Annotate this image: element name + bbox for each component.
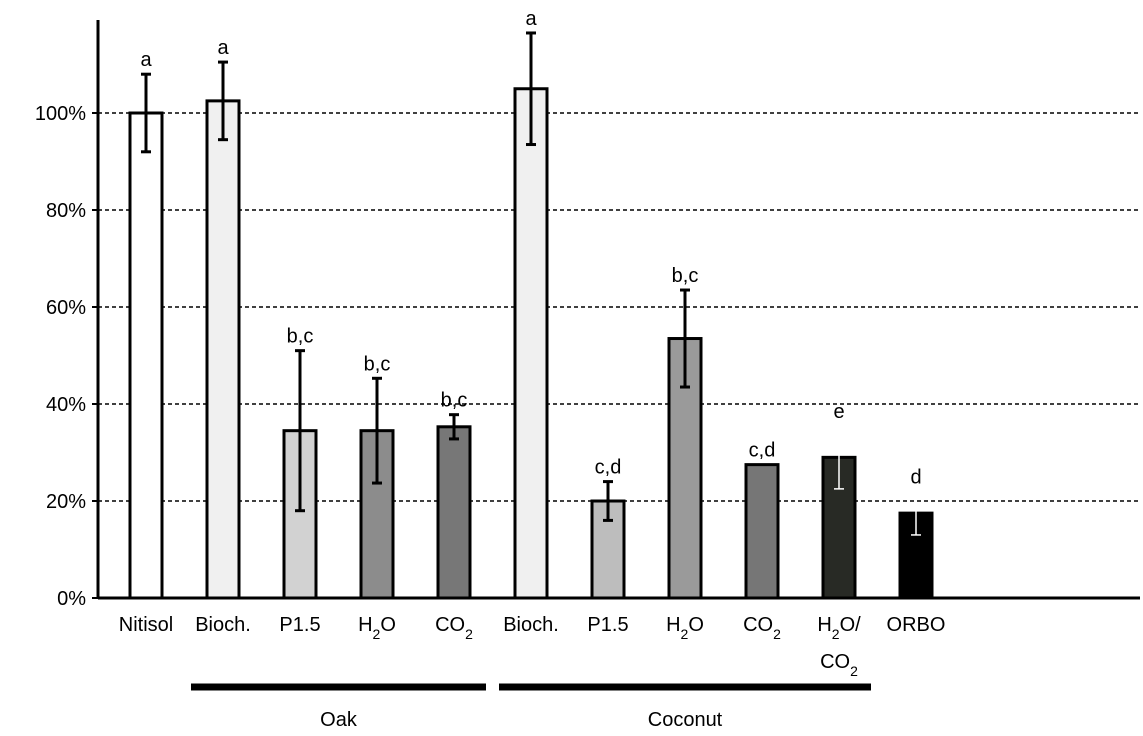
x-tick-label: CO2 xyxy=(435,614,473,642)
bar xyxy=(513,87,549,600)
x-tick-label: H2O xyxy=(358,614,396,642)
x-tick-label: Bioch. xyxy=(195,614,251,636)
bar xyxy=(744,463,780,600)
group-label: Oak xyxy=(320,709,358,731)
x-axis: Nitisol Bioch. P1.5 H2O CO2 Bioch. P1.5 H2O CO2 H… xyxy=(98,596,1140,679)
grid-lines xyxy=(98,112,1140,502)
x-tick-label: P1.5 xyxy=(587,614,628,636)
significance-label: e xyxy=(833,401,844,423)
significance-label: c,d xyxy=(595,457,622,479)
y-tick-label: 20% xyxy=(46,491,86,513)
x-tick-label: H2O xyxy=(666,614,704,642)
significance-label: b,c xyxy=(287,326,314,348)
y-tick-label: 60% xyxy=(46,297,86,319)
significance-label: b,c xyxy=(672,265,699,287)
x-tick-label: CO2 xyxy=(820,651,858,679)
group-label: Coconut xyxy=(648,709,723,731)
significance-label: d xyxy=(910,466,921,488)
x-tick-label: H2O/ xyxy=(817,614,861,642)
significance-label: b,c xyxy=(441,390,468,412)
y-tick-label: 0% xyxy=(57,588,86,610)
significance-label: a xyxy=(217,37,229,59)
group-brackets: Oak Coconut xyxy=(191,683,871,731)
y-tick-label: 80% xyxy=(46,200,86,222)
x-tick-label: P1.5 xyxy=(279,614,320,636)
significance-label: b,c xyxy=(364,353,391,375)
x-tick-label: Bioch. xyxy=(503,614,559,636)
y-axis: 0% 20% 40% 60% 80% 100% xyxy=(35,20,100,610)
significance-label: a xyxy=(525,8,537,30)
significance-label: c,d xyxy=(749,440,776,462)
bar xyxy=(205,99,241,600)
x-tick-label: Nitisol xyxy=(119,614,173,636)
y-tick-label: 40% xyxy=(46,394,86,416)
bars: a a b,c b,c b,c a c,d b,c c,d e d xyxy=(128,8,934,600)
y-tick-label: 100% xyxy=(35,103,86,125)
bar xyxy=(128,111,164,600)
significance-label: a xyxy=(140,49,152,71)
bar xyxy=(436,425,472,600)
x-tick-label: ORBO xyxy=(887,614,946,636)
x-tick-label: CO2 xyxy=(743,614,781,642)
